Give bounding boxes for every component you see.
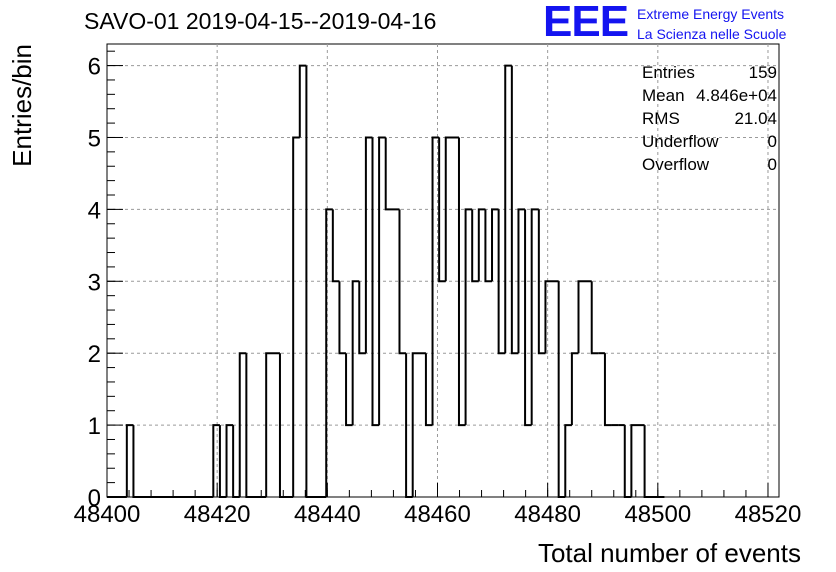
stats-mean-value: 4.846e+04 — [696, 86, 777, 105]
y-tick-label: 3 — [88, 269, 101, 296]
y-tick-label: 6 — [88, 54, 101, 81]
histogram-bin — [444, 136, 459, 282]
histogram-bin — [398, 209, 407, 355]
histogram-bin — [630, 424, 645, 497]
y-tick-label: 1 — [88, 413, 101, 440]
x-tick-label: 48440 — [294, 501, 361, 528]
histogram-bin — [431, 136, 440, 426]
x-tick-label: 48520 — [735, 501, 802, 528]
histogram-bin — [364, 136, 373, 354]
histogram-bin — [603, 353, 612, 427]
stats-mean-label: Mean — [642, 86, 685, 105]
histogram-bin — [577, 280, 592, 354]
y-axis-label: Entries/bin — [7, 44, 37, 167]
histogram-bin — [484, 209, 493, 283]
chart-title: SAVO-01 2019-04-15--2019-04-16 — [84, 8, 437, 34]
histogram-bin — [325, 208, 333, 497]
logo-caption: Extreme Energy Events La Scienza nelle S… — [637, 4, 786, 44]
y-tick-label: 0 — [88, 485, 101, 512]
histogram-bin — [590, 281, 599, 355]
histogram-bin — [358, 281, 366, 355]
x-tick-label: 48500 — [624, 501, 691, 528]
stats-entries-label: Entries — [642, 63, 695, 82]
histogram-bin — [305, 65, 327, 498]
histogram-bin — [424, 353, 433, 427]
histogram-bin — [510, 65, 519, 355]
logo-caption-line2: La Scienza nelle Scuole — [637, 26, 787, 42]
stats-entries-value: 159 — [749, 63, 777, 82]
histogram-layer — [107, 64, 665, 498]
histogram-bin — [537, 209, 546, 355]
histogram-bin — [292, 136, 300, 497]
histogram-bin — [378, 136, 386, 426]
histogram-bin — [477, 208, 486, 282]
histogram-bin — [225, 424, 234, 497]
histogram-bin — [438, 137, 446, 283]
histogram-bin — [384, 137, 400, 211]
histogram-bin — [411, 352, 426, 497]
histogram-bin — [405, 353, 413, 498]
histogram-bin — [125, 424, 134, 497]
histogram-bin — [557, 281, 566, 498]
stats-overflow-label: Overflow — [642, 155, 710, 174]
histogram-bin — [132, 425, 214, 498]
y-tick-label: 2 — [88, 341, 101, 368]
histogram-bin — [265, 352, 280, 497]
histogram-bin — [457, 137, 466, 427]
y-tick-label: 5 — [88, 125, 101, 152]
histogram-bin — [530, 208, 539, 426]
histogram-bin — [544, 280, 559, 354]
stats-box: Entries 159 Mean 4.846e+04 RMS 21.04 Und… — [642, 63, 777, 174]
x-tick-label: 48400 — [74, 501, 141, 528]
stats-rms-label: RMS — [642, 109, 680, 128]
histogram-bin — [331, 209, 340, 283]
histogram-bin — [491, 208, 499, 282]
histogram-bin — [570, 352, 579, 426]
histogram-bin — [643, 425, 665, 498]
histogram-bin — [564, 424, 572, 497]
histogram-bin — [298, 64, 307, 138]
x-tick-label: 48420 — [184, 501, 251, 528]
stats-underflow-value: 0 — [768, 132, 777, 151]
histogram-bin — [471, 209, 479, 283]
stats-underflow-label: Underflow — [642, 132, 719, 151]
logo-caption-line1: Extreme Energy Events — [637, 6, 785, 22]
histogram-bin — [345, 353, 353, 427]
histogram-bin — [212, 424, 220, 497]
histogram-bin — [232, 425, 240, 498]
histogram-bin — [238, 352, 247, 497]
histogram-bin — [464, 208, 473, 426]
histogram-bin — [497, 209, 506, 355]
x-tick-label: 48460 — [404, 501, 471, 528]
grid-layer — [107, 44, 779, 497]
histogram-bin — [351, 280, 360, 426]
eee-logo: EEE — [543, 0, 629, 46]
histogram-bin — [524, 209, 532, 427]
x-axis-label: Total number of events — [538, 538, 801, 568]
histogram-bin — [504, 64, 512, 354]
histogram-bin — [371, 137, 380, 427]
histogram-bin — [338, 281, 347, 355]
tick-label-layer: 0 1 2 3 4 5 6 48400 48420 48440 48460 48480 48500 485… — [74, 54, 802, 528]
histogram-bin — [278, 353, 294, 498]
histogram-bin — [517, 208, 526, 354]
stats-rms-value: 21.04 — [734, 109, 777, 128]
x-tick-label: 48480 — [514, 501, 581, 528]
histogram-bin — [218, 425, 227, 498]
stats-overflow-value: 0 — [768, 155, 777, 174]
histogram-bin — [623, 425, 632, 498]
histogram-bin — [245, 353, 267, 498]
plot-frame — [106, 43, 780, 498]
y-tick-label: 4 — [88, 197, 101, 224]
